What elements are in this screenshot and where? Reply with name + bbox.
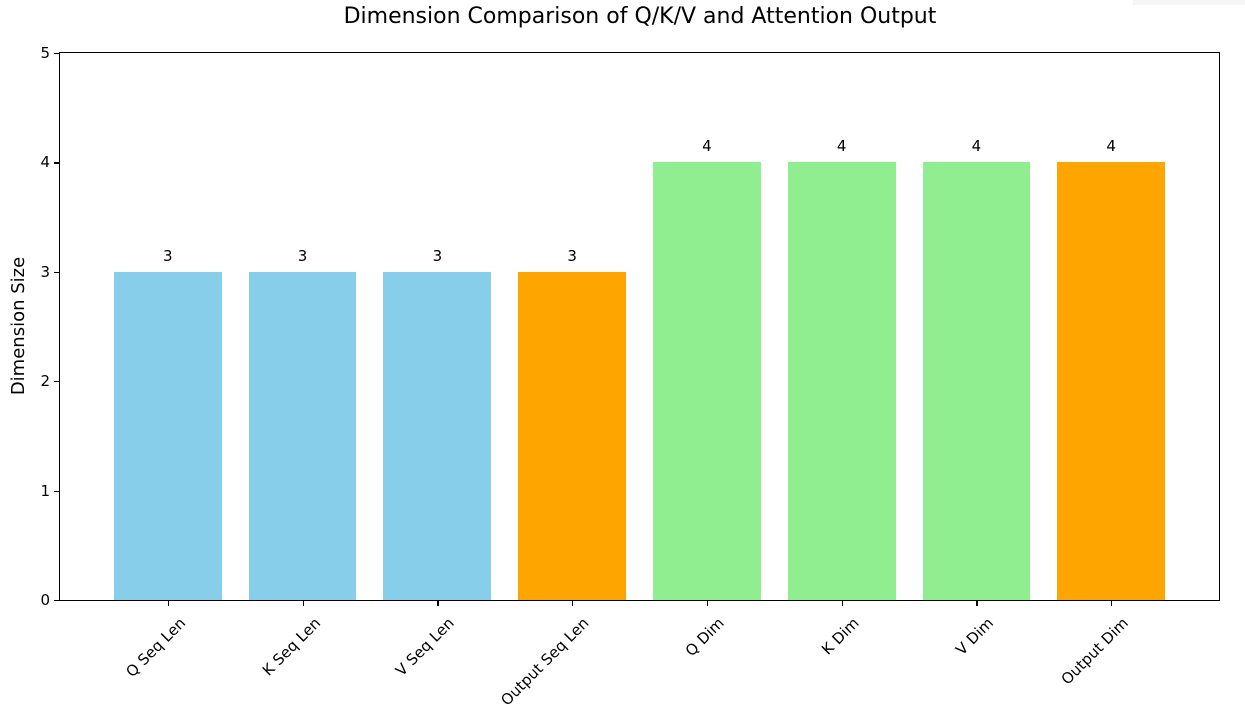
y-tick-label: 4 xyxy=(40,153,50,172)
x-tick-label: K Dim xyxy=(817,614,863,659)
y-tick-label: 1 xyxy=(40,481,50,500)
x-tick-label: Q Seq Len xyxy=(122,614,189,681)
y-tick xyxy=(54,490,60,492)
plot-area: 0 1 2 3 4 5 3 Q Seq Len 3 K Seq Len 3 V Seq Len 3 Out… xyxy=(40,44,1220,709)
bar-output-seq-len xyxy=(518,271,627,600)
y-tick xyxy=(54,271,60,274)
y-tick-label: 5 xyxy=(40,44,50,62)
x-tick-label: K Seq Len xyxy=(258,614,324,680)
x-tick xyxy=(706,600,709,606)
y-tick xyxy=(54,381,60,383)
y-tick-label: 3 xyxy=(40,262,50,281)
x-tick-label: Output Seq Len xyxy=(497,614,593,710)
y-tick xyxy=(54,53,60,55)
x-tick xyxy=(167,600,170,606)
bar-k-dim xyxy=(787,162,896,600)
chart-title: Dimension Comparison of Q/K/V and Attent… xyxy=(343,4,937,29)
bar-value-label: 4 xyxy=(836,137,847,156)
x-tick-label: V Seq Len xyxy=(392,614,458,680)
x-tick xyxy=(302,600,304,606)
bar-value-label: 4 xyxy=(702,137,712,156)
x-tick xyxy=(841,600,843,606)
bar-value-label: 4 xyxy=(1106,137,1116,156)
x-tick-label: V Dim xyxy=(952,614,998,659)
x-tick-label: Q Dim xyxy=(681,614,728,660)
bar-value-label: 3 xyxy=(567,246,577,265)
bar-value-label: 4 xyxy=(971,137,982,156)
bar-k-seq-len xyxy=(248,271,357,600)
corner-strip xyxy=(1133,0,1245,5)
y-tick-label: 0 xyxy=(40,591,50,609)
x-tick xyxy=(437,600,439,606)
x-tick xyxy=(1111,600,1113,606)
x-tick xyxy=(572,600,574,606)
bar-value-label: 3 xyxy=(432,246,443,265)
bar-value-label: 3 xyxy=(163,246,173,265)
bar-v-seq-len xyxy=(383,271,492,600)
bar-value-label: 3 xyxy=(297,246,308,265)
x-tick-label: Output Dim xyxy=(1057,614,1133,689)
y-tick-label: 2 xyxy=(40,372,50,391)
bar-q-dim xyxy=(652,162,761,600)
y-axis-title: Dimension Size xyxy=(8,256,29,396)
x-tick xyxy=(976,600,978,606)
y-tick xyxy=(54,162,60,164)
bar-output-dim xyxy=(1057,162,1166,600)
bar-q-seq-len xyxy=(113,271,222,600)
y-tick xyxy=(54,600,60,602)
bar-v-dim xyxy=(922,162,1031,600)
